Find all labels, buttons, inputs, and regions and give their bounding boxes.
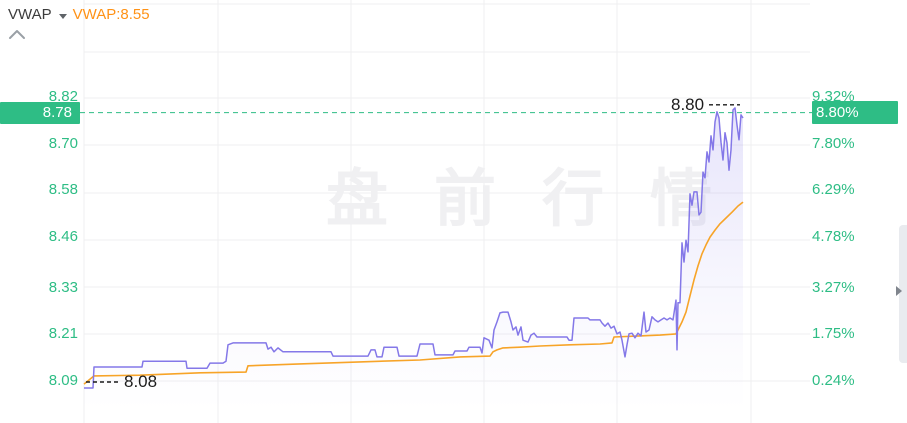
indicator-header: VWAP VWAP:8.55 (8, 6, 150, 23)
indicator-selector[interactable]: VWAP (8, 6, 52, 23)
chevron-down-icon[interactable] (58, 13, 67, 19)
indicator-value-label: VWAP:8.55 (72, 6, 150, 23)
watermark-text: 盘前行情 (326, 165, 759, 234)
price-tick-label: 8.21 (48, 325, 78, 343)
price-tick-label: 8.46 (48, 228, 78, 246)
percent-tick-label: 4.78% (812, 228, 855, 246)
expand-arrow-icon (896, 286, 902, 296)
percent-tick-label: 6.29% (812, 181, 855, 199)
price-annotation-label: 8.80 (671, 94, 705, 114)
vwap-line (83, 201, 744, 385)
price-line (84, 107, 744, 389)
percent-tick-label: 9.32% (812, 88, 855, 106)
current-percent-badge: 8.80% (812, 101, 898, 124)
price-tick-label: 8.33 (48, 278, 78, 296)
price-tick-label: 8.82 (48, 88, 78, 106)
current-price-badge: 8.78 (0, 102, 80, 124)
side-panel-handle[interactable] (896, 225, 907, 363)
percent-tick-label: 0.24% (812, 372, 855, 389)
price-tick-label: 8.70 (48, 134, 78, 152)
price-tick-label: 8.58 (48, 181, 78, 199)
percent-tick-label: 1.75% (812, 325, 855, 343)
percent-tick-label: 7.80% (812, 134, 855, 152)
price-annotation-label: 8.08 (124, 372, 158, 391)
collapse-chevron-icon[interactable] (8, 28, 26, 40)
price-tick-label: 8.09 (48, 372, 78, 389)
percent-tick-label: 3.27% (812, 278, 855, 296)
price-area-fill (84, 107, 743, 411)
